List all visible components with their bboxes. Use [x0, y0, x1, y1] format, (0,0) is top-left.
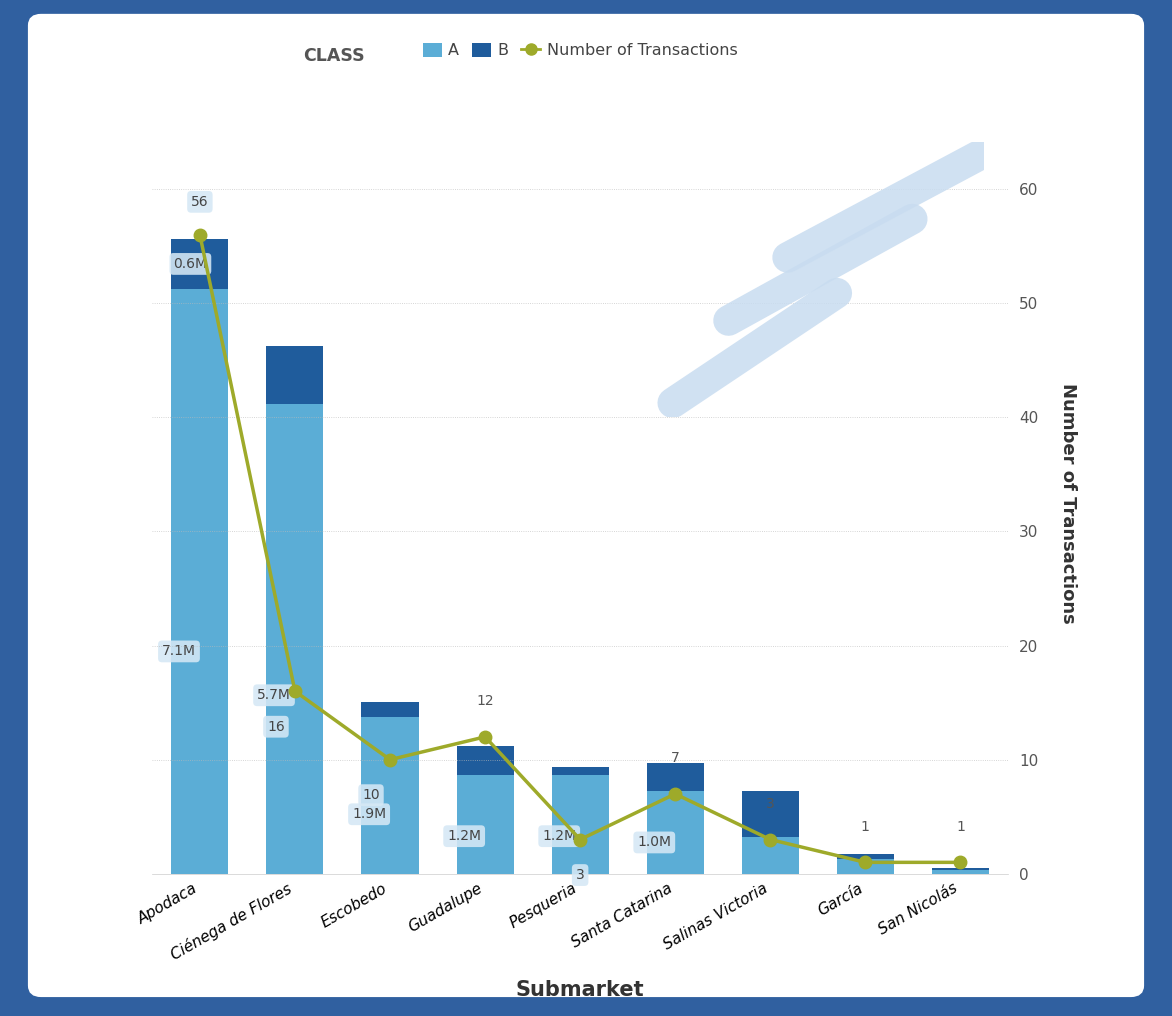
- Text: CLASS: CLASS: [304, 47, 364, 65]
- Text: 1.9M: 1.9M: [352, 808, 386, 821]
- Text: 1: 1: [861, 820, 870, 834]
- Legend: A, B, Number of Transactions: A, B, Number of Transactions: [416, 37, 744, 65]
- Text: 7.1M: 7.1M: [162, 644, 196, 658]
- Bar: [742, 837, 799, 874]
- Bar: [457, 775, 513, 874]
- Text: 7: 7: [670, 752, 680, 765]
- Text: 16: 16: [267, 719, 285, 734]
- Bar: [552, 767, 608, 775]
- Bar: [361, 717, 418, 874]
- Text: 10: 10: [362, 788, 380, 803]
- Text: 5.7M: 5.7M: [257, 688, 291, 702]
- Bar: [647, 762, 703, 791]
- Text: 56: 56: [191, 195, 209, 209]
- Bar: [361, 702, 418, 717]
- Bar: [837, 854, 894, 859]
- Text: 1: 1: [956, 820, 965, 834]
- Text: 3: 3: [575, 868, 585, 882]
- Y-axis label: Number of Transactions: Number of Transactions: [1059, 383, 1077, 623]
- Bar: [647, 791, 703, 874]
- Bar: [837, 859, 894, 874]
- Bar: [742, 791, 799, 837]
- Text: 1.2M: 1.2M: [543, 829, 577, 843]
- Bar: [932, 868, 989, 870]
- X-axis label: Submarket: Submarket: [516, 979, 645, 1000]
- Bar: [171, 289, 229, 874]
- Bar: [171, 239, 229, 289]
- Text: 3: 3: [765, 797, 775, 811]
- Text: 1.0M: 1.0M: [638, 835, 672, 849]
- Text: 0.6M: 0.6M: [173, 257, 207, 271]
- Bar: [552, 775, 608, 874]
- Bar: [266, 346, 323, 404]
- Text: 12: 12: [476, 694, 493, 708]
- Bar: [932, 870, 989, 874]
- Text: 1.2M: 1.2M: [448, 829, 482, 843]
- Bar: [266, 404, 323, 874]
- Bar: [457, 746, 513, 775]
